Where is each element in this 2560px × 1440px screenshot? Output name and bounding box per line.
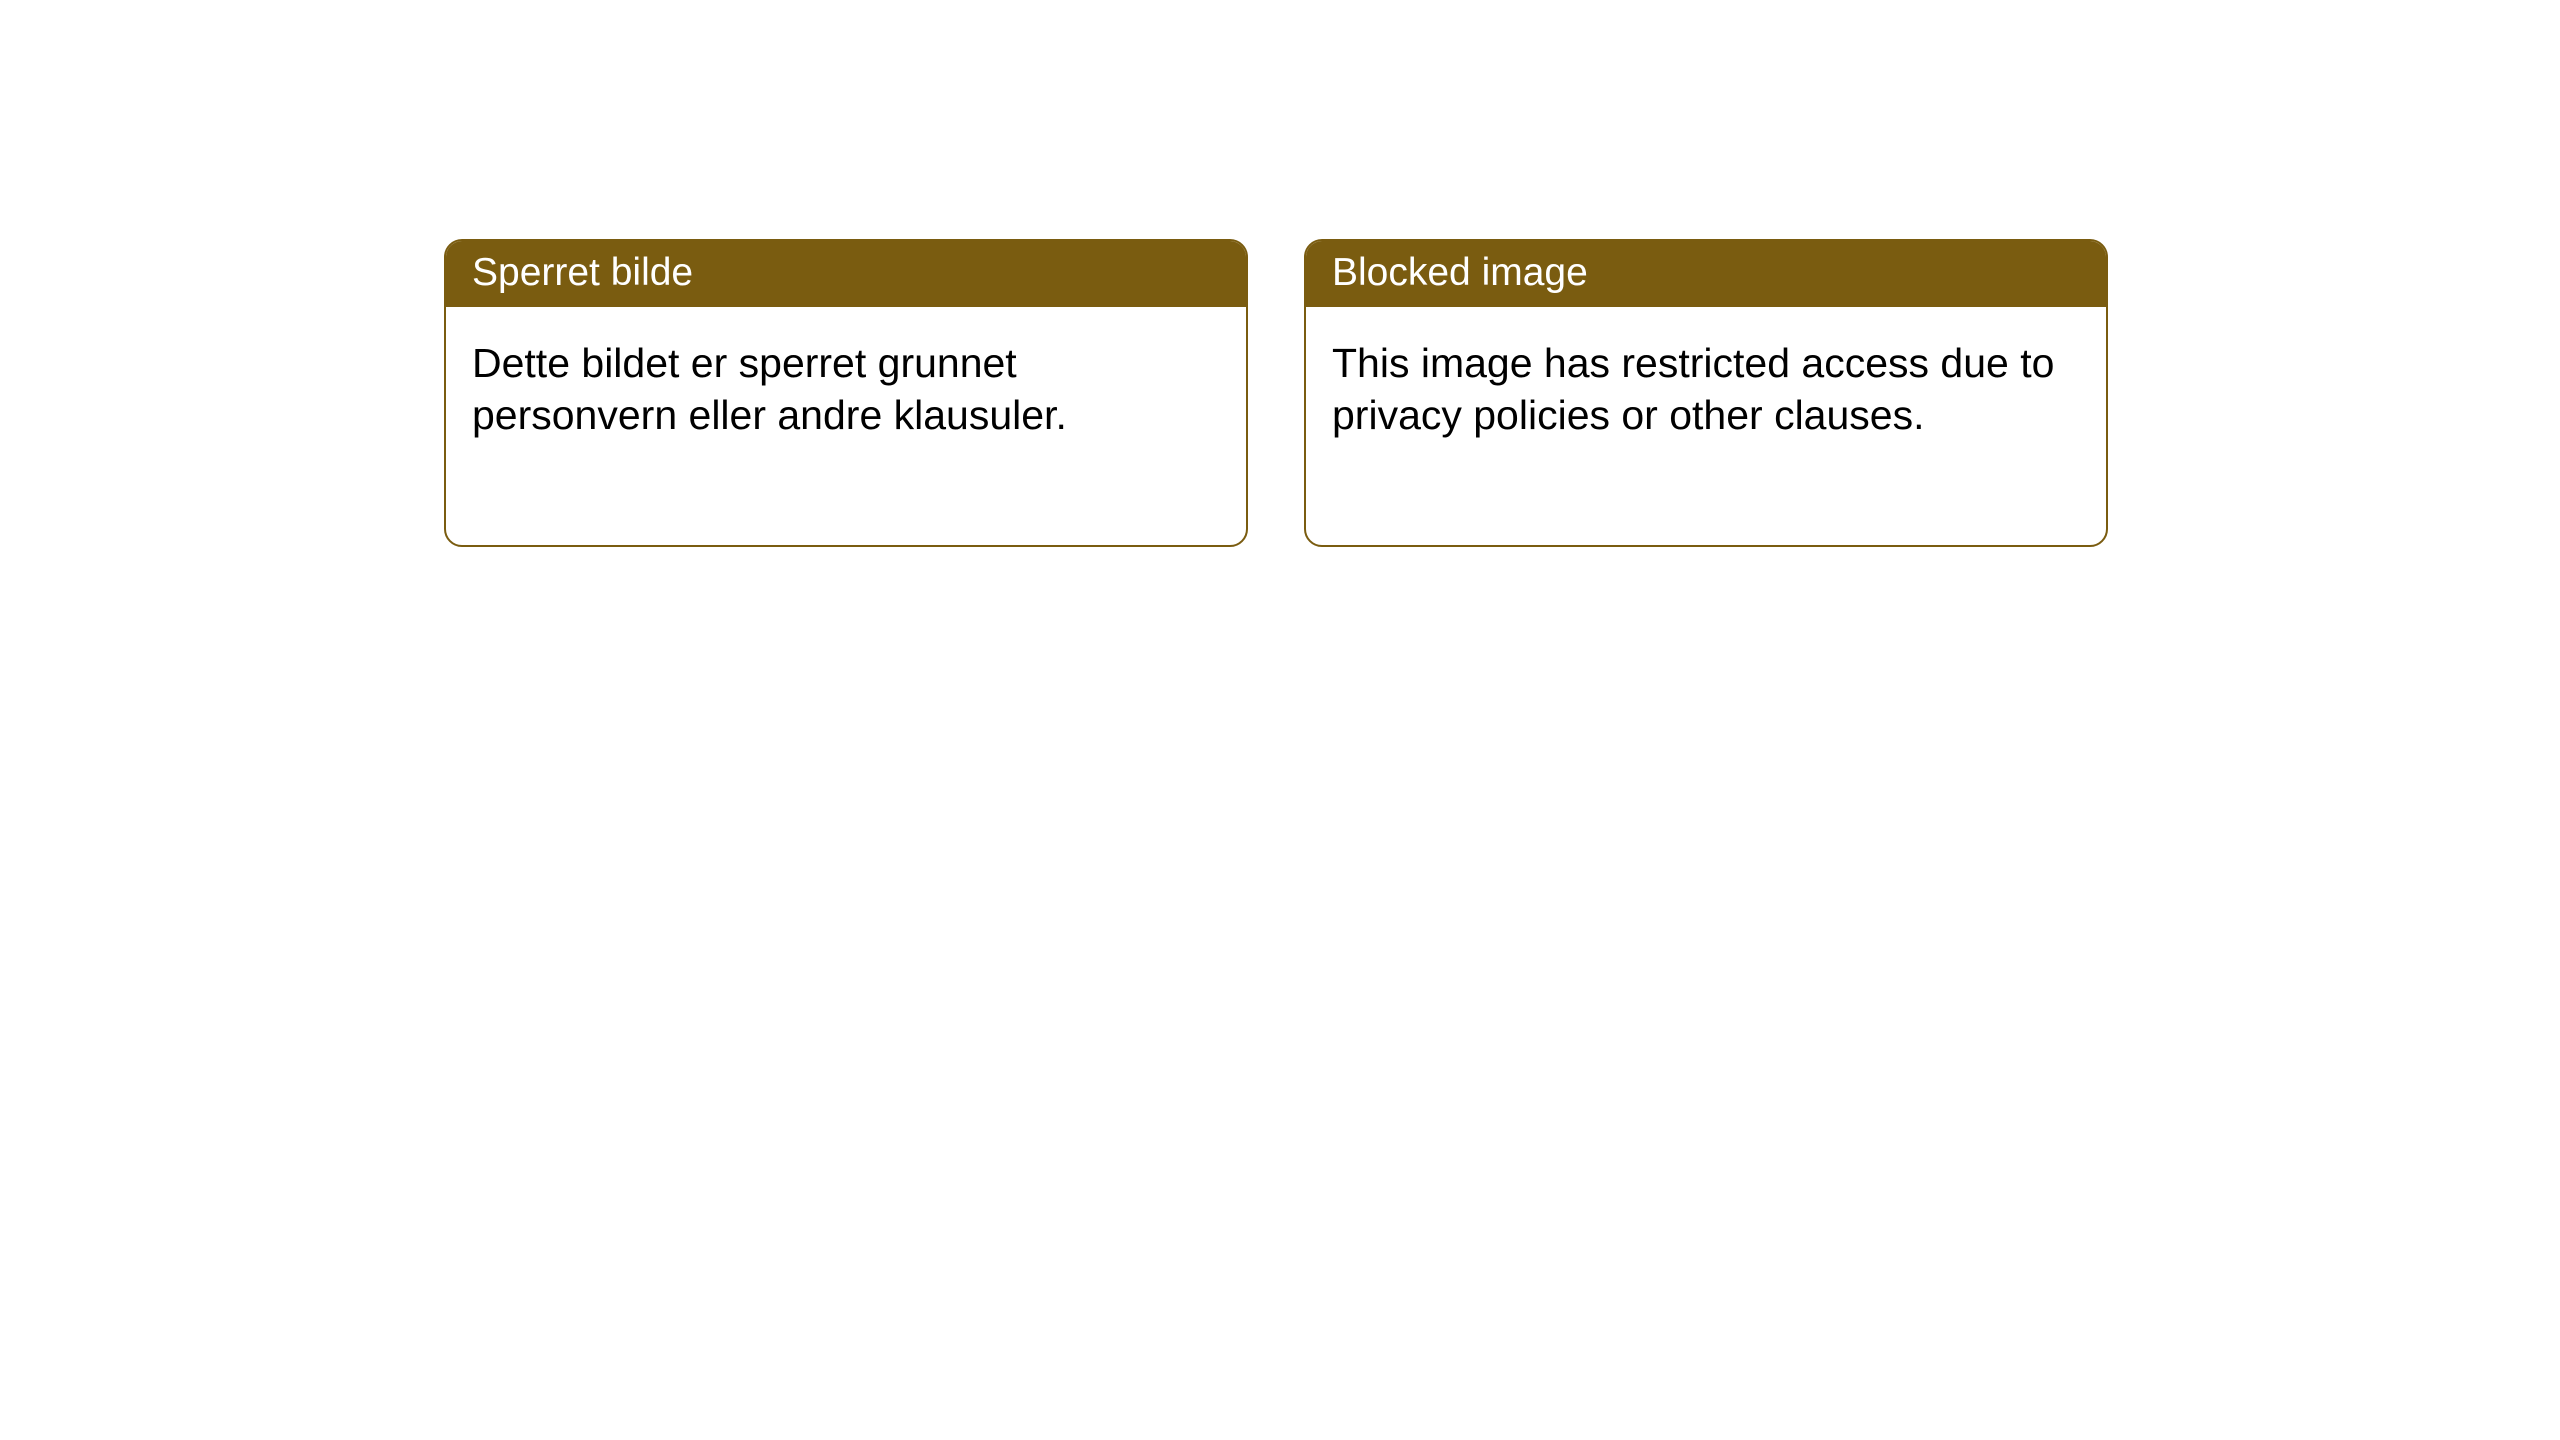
notice-header: Sperret bilde	[446, 241, 1246, 307]
notice-header: Blocked image	[1306, 241, 2106, 307]
notice-card-english: Blocked image This image has restricted …	[1304, 239, 2108, 547]
notice-body: This image has restricted access due to …	[1306, 307, 2106, 545]
notice-title: Sperret bilde	[472, 251, 693, 294]
notice-body: Dette bildet er sperret grunnet personve…	[446, 307, 1246, 545]
notice-card-norwegian: Sperret bilde Dette bildet er sperret gr…	[444, 239, 1248, 547]
notice-body-text: Dette bildet er sperret grunnet personve…	[472, 340, 1067, 438]
notice-title: Blocked image	[1332, 251, 1588, 294]
notice-container: Sperret bilde Dette bildet er sperret gr…	[444, 239, 2108, 547]
notice-body-text: This image has restricted access due to …	[1332, 340, 2054, 438]
